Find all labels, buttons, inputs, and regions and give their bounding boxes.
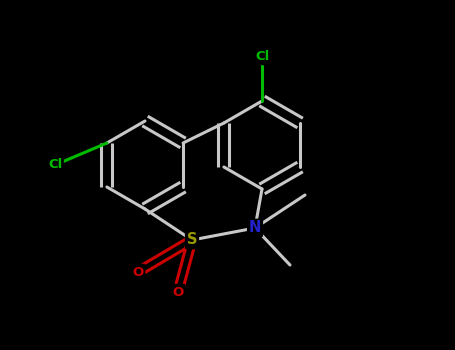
Text: Cl: Cl (48, 159, 62, 172)
Text: S: S (187, 232, 197, 247)
Text: O: O (132, 266, 144, 279)
Text: Cl: Cl (255, 50, 269, 63)
Text: N: N (249, 220, 261, 236)
Text: O: O (172, 286, 184, 299)
